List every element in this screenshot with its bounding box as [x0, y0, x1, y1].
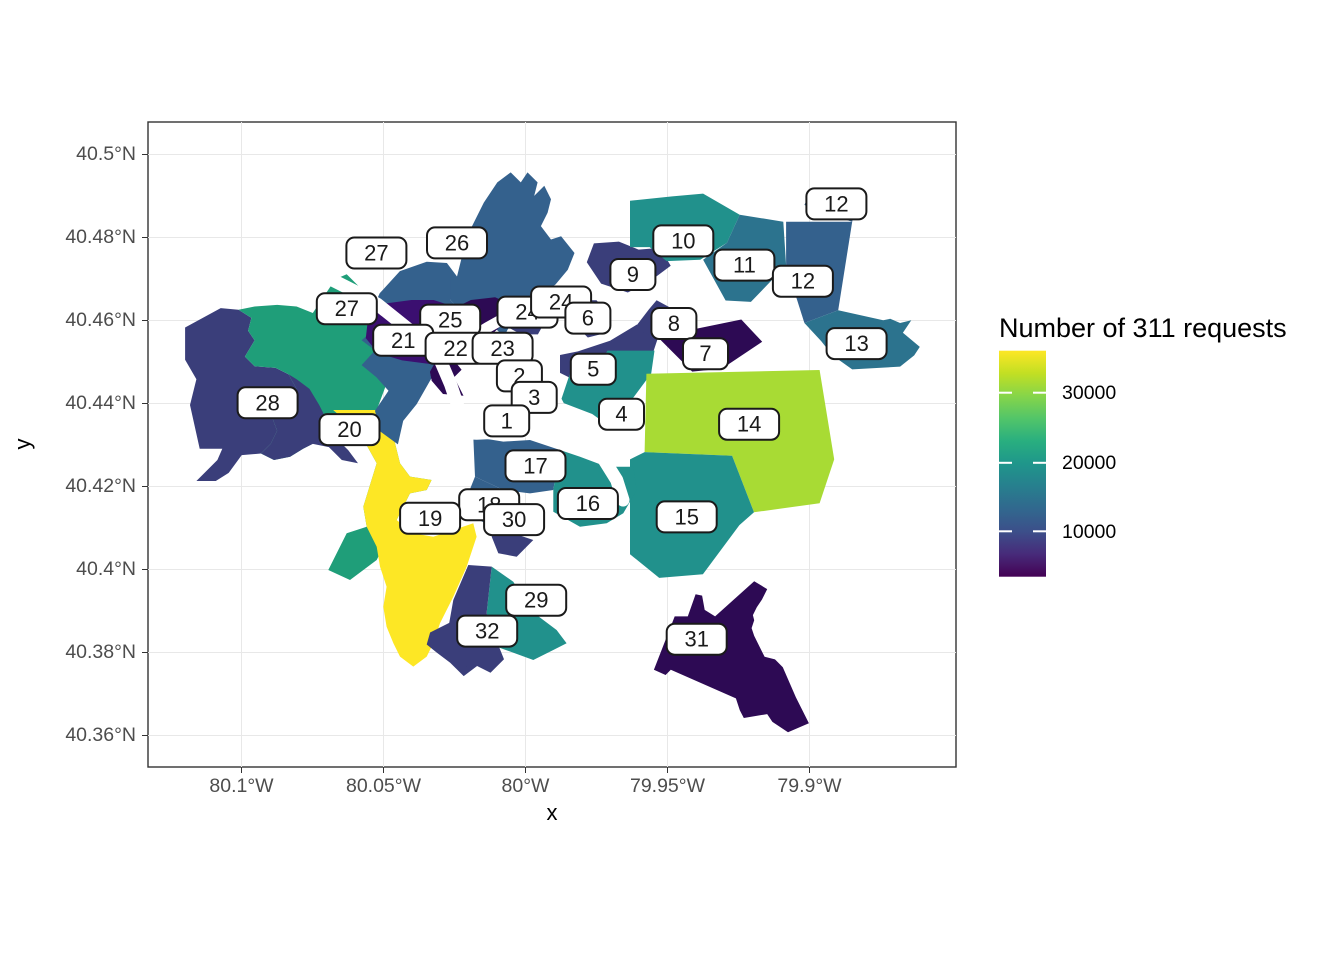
- svg-text:x: x: [547, 800, 558, 825]
- svg-text:20: 20: [337, 417, 361, 442]
- svg-text:10: 10: [671, 228, 695, 253]
- svg-text:8: 8: [668, 311, 680, 336]
- svg-text:7: 7: [699, 341, 711, 366]
- svg-text:9: 9: [627, 262, 639, 287]
- svg-text:5: 5: [587, 357, 599, 382]
- svg-text:19: 19: [418, 506, 442, 531]
- svg-text:31: 31: [684, 627, 708, 652]
- svg-text:16: 16: [576, 491, 600, 516]
- svg-text:40.5°N: 40.5°N: [76, 143, 136, 165]
- svg-text:12: 12: [824, 191, 848, 216]
- svg-text:27: 27: [335, 296, 359, 321]
- svg-text:13: 13: [844, 331, 868, 356]
- svg-text:27: 27: [364, 241, 388, 266]
- svg-text:3: 3: [528, 385, 540, 410]
- svg-text:40.42°N: 40.42°N: [65, 475, 136, 497]
- svg-text:Number of 311 requests: Number of 311 requests: [999, 313, 1287, 343]
- svg-text:79.9°W: 79.9°W: [777, 775, 842, 797]
- svg-text:80°W: 80°W: [502, 775, 550, 797]
- svg-text:40.38°N: 40.38°N: [65, 641, 136, 663]
- svg-text:15: 15: [674, 504, 698, 529]
- svg-text:12: 12: [791, 269, 815, 294]
- svg-text:22: 22: [443, 336, 467, 361]
- svg-text:4: 4: [615, 402, 627, 427]
- svg-text:30000: 30000: [1062, 382, 1116, 404]
- svg-text:17: 17: [523, 453, 547, 478]
- svg-text:28: 28: [255, 390, 279, 415]
- svg-text:32: 32: [475, 619, 499, 644]
- svg-text:14: 14: [737, 412, 761, 437]
- svg-text:80.1°W: 80.1°W: [209, 775, 274, 797]
- svg-text:20000: 20000: [1062, 452, 1116, 474]
- svg-text:80.05°W: 80.05°W: [346, 775, 422, 797]
- svg-text:23: 23: [490, 336, 514, 361]
- svg-text:11: 11: [733, 253, 756, 278]
- svg-text:1: 1: [501, 408, 513, 433]
- svg-text:40.48°N: 40.48°N: [65, 226, 136, 248]
- svg-text:26: 26: [445, 230, 469, 255]
- svg-text:25: 25: [438, 308, 462, 333]
- svg-text:40.46°N: 40.46°N: [65, 309, 136, 331]
- svg-text:40.44°N: 40.44°N: [65, 392, 136, 414]
- svg-text:40.4°N: 40.4°N: [76, 558, 136, 580]
- svg-text:21: 21: [391, 328, 415, 353]
- svg-text:y: y: [10, 439, 35, 450]
- svg-text:29: 29: [524, 588, 548, 613]
- svg-text:30: 30: [502, 507, 526, 532]
- svg-text:6: 6: [582, 306, 594, 331]
- svg-text:40.36°N: 40.36°N: [65, 724, 136, 746]
- svg-text:79.95°W: 79.95°W: [630, 775, 706, 797]
- svg-text:10000: 10000: [1062, 521, 1116, 543]
